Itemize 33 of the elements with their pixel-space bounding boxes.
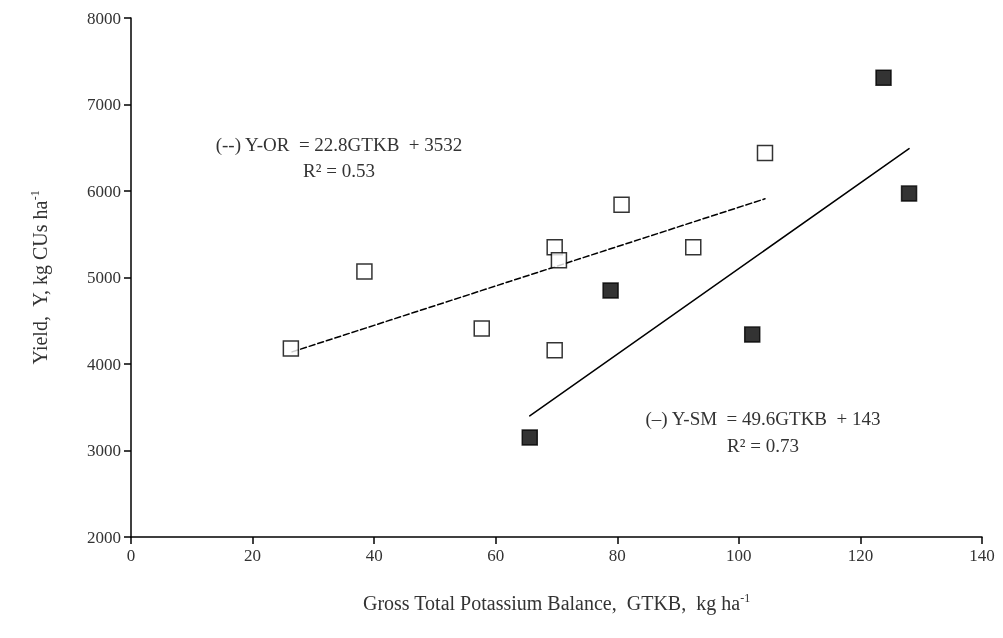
x-tick-label: 60 (487, 546, 505, 565)
point (685, 238, 702, 256)
point (875, 69, 892, 86)
point (743, 326, 761, 343)
x-tick-label: 0 (126, 546, 136, 565)
point (473, 320, 490, 337)
y-tick-label: 2000 (87, 527, 121, 547)
annotation: R² = 0.53 (303, 160, 375, 181)
point (282, 340, 300, 357)
x-tick-label: 120 (847, 546, 874, 565)
y-tick-label: 6000 (87, 181, 121, 201)
y-tick-label: 7000 (87, 95, 121, 114)
x-tick-label: 100 (726, 546, 752, 565)
point (900, 185, 918, 202)
y-tick-label: 3000 (87, 441, 121, 460)
point (550, 251, 568, 269)
point (521, 429, 538, 446)
point (613, 196, 630, 214)
annotation: R² = 0.73 (727, 435, 799, 456)
point (546, 341, 563, 359)
point (756, 144, 774, 162)
y-axis-title: Yield, Y, kg CUs ha-1 (28, 190, 52, 365)
y-tick-label: 4000 (87, 354, 121, 374)
point (356, 263, 373, 280)
x-tick-label: 80 (608, 546, 626, 565)
point (602, 282, 619, 299)
annotation: (--) Y-OR = 22.8GTKB + 3532 (215, 134, 463, 156)
y-tick-label: 8000 (87, 8, 121, 28)
x-tick-label: 140 (969, 546, 995, 565)
annotation: (–) Y-SM = 49.6GTKB + 143 (645, 408, 881, 430)
x-tick-label: 20 (244, 546, 262, 565)
y-tick-label: 5000 (87, 268, 121, 287)
x-tick-label: 40 (365, 546, 383, 565)
